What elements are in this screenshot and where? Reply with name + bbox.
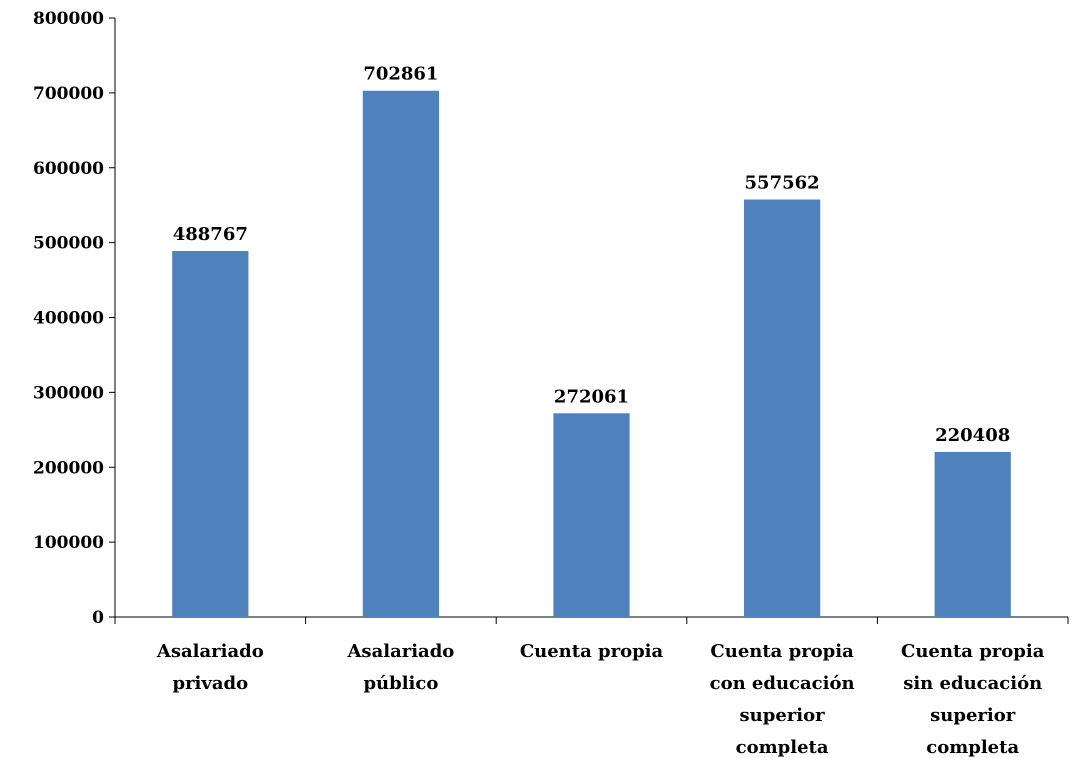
x-category-label-line: Asalariado [346,641,454,662]
bar [172,251,249,617]
bar [362,90,440,617]
bars [172,90,1011,617]
bar-value-label: 272061 [554,386,629,407]
x-category-label: Cuenta propia con educación superior comple… [710,641,855,758]
x-category-label-line: Cuenta propia [520,641,664,662]
y-tick-label: 800000 [33,9,104,29]
x-category-label-line: superior [930,705,1016,726]
bar [934,451,1011,617]
y-tick-label: 400000 [33,309,104,329]
x-category-label-line: Cuenta propia [710,641,854,662]
data-labels: 488767 702861 272061 557562 220408 [173,64,1011,446]
x-category-label-line: sin educación [903,673,1042,694]
y-tick-label: 100000 [33,533,104,553]
x-category-label-line: completa [736,737,829,758]
x-category-label: Cuenta propia [520,641,664,662]
x-category-label: Asalariado público [346,641,454,694]
x-category-label-line: superior [740,705,826,726]
y-tick-label: 300000 [33,383,104,403]
x-axis [114,616,1069,624]
x-category-label-line: Cuenta propia [901,641,1045,662]
y-tick-label: 500000 [33,234,104,254]
bar [743,199,821,617]
x-category-label-line: público [363,673,438,694]
category-labels: Asalariado privado Asalariado público Cuenta… [156,641,1045,758]
y-tick-label: 600000 [33,159,104,179]
bar-value-label: 702861 [363,64,438,85]
bar-value-label: 488767 [173,224,248,245]
bar-value-label: 220408 [935,425,1010,446]
y-tick-label: 0 [92,608,104,628]
x-category-label: Asalariado privado [156,641,264,694]
y-tick-label: 700000 [33,84,104,104]
x-category-label-line: con educación [710,673,855,694]
bar [553,413,630,617]
x-category-label-line: privado [172,673,248,694]
y-axis: 0 100000 200000 300000 400000 500000 600000 700… [33,9,116,628]
y-tick-label: 200000 [33,458,104,478]
x-category-label: Cuenta propia sin educación superior comple… [901,641,1045,758]
bar-value-label: 557562 [745,173,820,194]
x-category-label-line: completa [926,737,1019,758]
x-category-label-line: Asalariado [156,641,264,662]
